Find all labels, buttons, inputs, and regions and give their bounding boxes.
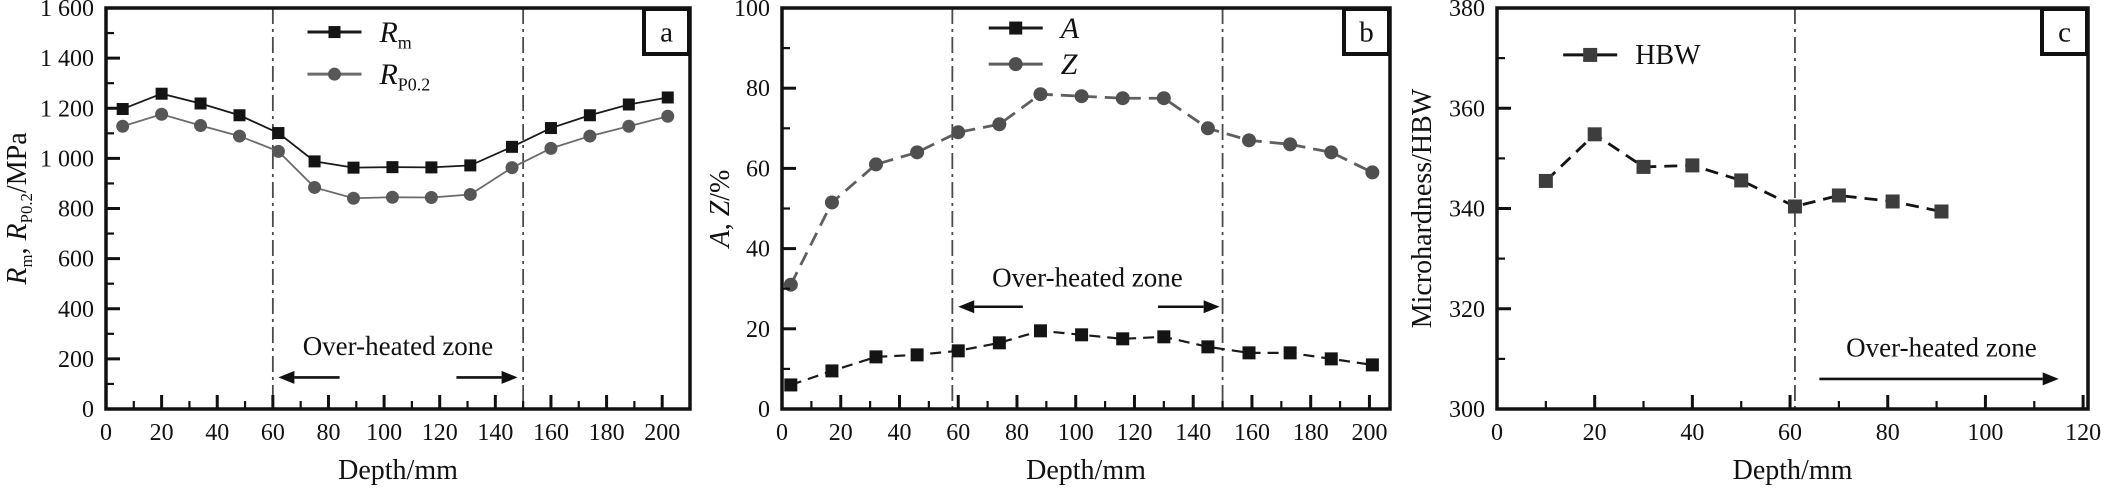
chart-b: Over-heated zone AZ 0 20 40 60 80 100 120 140 160 1… — [705, 0, 1392, 486]
svg-text:1 000: 1 000 — [40, 146, 94, 172]
series-RP0.2 — [116, 107, 675, 205]
svg-text:80: 80 — [1005, 420, 1029, 446]
svg-text:100: 100 — [1058, 420, 1094, 446]
svg-text:180: 180 — [1293, 420, 1329, 446]
svg-text:RP0.2: RP0.2 — [378, 58, 430, 95]
svg-text:60: 60 — [261, 420, 285, 446]
svg-text:Microhardness/HBW: Microhardness/HBW — [1407, 88, 1438, 328]
series-Z — [783, 87, 1380, 292]
svg-text:200: 200 — [1351, 420, 1387, 446]
axis-titles: Depth/mm Rm, RP0.2/MPa — [2, 132, 458, 486]
svg-text:180: 180 — [589, 420, 625, 446]
svg-text:Over-heated zone: Over-heated zone — [303, 331, 494, 361]
svg-text:340: 340 — [1449, 197, 1485, 223]
svg-text:A: A — [1059, 12, 1080, 45]
svg-text:1 600: 1 600 — [40, 0, 94, 22]
svg-text:0: 0 — [82, 397, 94, 423]
svg-text:A, Z/%: A, Z/% — [705, 170, 736, 250]
svg-text:800: 800 — [58, 197, 94, 223]
chart-c: Over-heated zone HBW 0 20 40 60 80 100 120 300 320… — [1407, 0, 2101, 486]
svg-text:80: 80 — [316, 420, 340, 446]
overheated-zone-annotation: Over-heated zone — [1819, 332, 2059, 386]
svg-text:Depth/mm: Depth/mm — [1026, 455, 1146, 486]
overheated-zone-annotation: Over-heated zone — [278, 331, 518, 384]
chart-panel-b: Over-heated zone A Z 0 20 40 60 80 100 120 140 160 1… — [702, 0, 1404, 493]
svg-text:300: 300 — [1449, 397, 1485, 423]
svg-text:120: 120 — [422, 420, 458, 446]
overheated-zone-annotation: Over-heated zone — [958, 263, 1220, 314]
svg-text:a: a — [660, 17, 673, 49]
panel-label-box: a — [642, 7, 691, 56]
zone-boundary-lines — [271, 8, 525, 409]
axes-ticks: 0 20 40 60 80 100 120 140 160 180 200 0 20 40 60 80 100 — [734, 0, 1387, 446]
svg-text:320: 320 — [1449, 297, 1485, 323]
svg-text:140: 140 — [477, 420, 513, 446]
legend: HBW — [1563, 40, 1701, 71]
svg-text:HBW: HBW — [1635, 40, 1701, 71]
svg-text:Over-heated zone: Over-heated zone — [1846, 332, 2037, 362]
chart-panel-a: Over-heated zone Rm RP0.2 0 20 40 60 80 100 120 14… — [0, 0, 702, 493]
svg-text:c: c — [2058, 17, 2071, 49]
svg-text:0: 0 — [100, 420, 112, 446]
svg-text:20: 20 — [829, 420, 853, 446]
series-Rm — [116, 87, 674, 174]
svg-text:40: 40 — [887, 420, 911, 446]
svg-text:120: 120 — [1116, 420, 1152, 446]
chart-panel-c: Over-heated zone HBW 0 20 40 60 80 100 120 300 320… — [1404, 0, 2106, 493]
svg-text:360: 360 — [1449, 96, 1485, 122]
svg-text:100: 100 — [1967, 420, 2003, 446]
svg-text:40: 40 — [746, 237, 770, 263]
panel-label-box: b — [1342, 7, 1391, 56]
svg-text:60: 60 — [1778, 420, 1802, 446]
zone-boundary-lines — [951, 8, 1224, 409]
svg-text:b: b — [1359, 17, 1374, 49]
axis-titles: Depth/mm Microhardness/HBW — [1407, 88, 1853, 486]
svg-text:40: 40 — [205, 420, 229, 446]
svg-text:80: 80 — [746, 76, 770, 102]
series-A — [784, 324, 1379, 392]
svg-text:80: 80 — [1876, 420, 1900, 446]
svg-text:100: 100 — [366, 420, 402, 446]
plot-frame — [780, 6, 1392, 411]
series-HBW — [1538, 127, 1949, 219]
panel-label-box: c — [2040, 7, 2089, 56]
svg-text:100: 100 — [734, 0, 770, 22]
svg-text:160: 160 — [533, 420, 569, 446]
svg-text:Rm: Rm — [378, 16, 411, 53]
svg-text:Z: Z — [1061, 48, 1078, 81]
svg-text:60: 60 — [946, 420, 970, 446]
svg-text:Over-heated zone: Over-heated zone — [992, 263, 1183, 293]
chart-a: Over-heated zone Rm RP0.2 0 20 40 60 80 100 120 14… — [2, 0, 692, 486]
svg-text:1 400: 1 400 — [40, 46, 94, 72]
svg-text:380: 380 — [1449, 0, 1485, 22]
legend: Rm RP0.2 — [307, 16, 430, 95]
axes-ticks: 0 20 40 60 80 100 120 300 320 340 360 380 — [1449, 0, 2101, 446]
svg-text:0: 0 — [776, 420, 788, 446]
svg-text:160: 160 — [1234, 420, 1270, 446]
axis-titles: Depth/mm A, Z/% — [705, 170, 1146, 486]
svg-text:Rm, RP0.2/MPa: Rm, RP0.2/MPa — [2, 132, 36, 286]
svg-text:1 200: 1 200 — [40, 96, 94, 122]
svg-text:400: 400 — [58, 297, 94, 323]
svg-text:Depth/mm: Depth/mm — [1733, 455, 1853, 486]
svg-text:0: 0 — [758, 397, 770, 423]
svg-text:140: 140 — [1175, 420, 1211, 446]
svg-text:200: 200 — [644, 420, 680, 446]
svg-text:40: 40 — [1680, 420, 1704, 446]
legend: AZ — [988, 12, 1080, 81]
svg-text:60: 60 — [746, 156, 770, 182]
svg-text:20: 20 — [150, 420, 174, 446]
svg-text:0: 0 — [1491, 420, 1503, 446]
svg-text:20: 20 — [746, 317, 770, 343]
svg-text:Depth/mm: Depth/mm — [338, 455, 458, 486]
svg-text:20: 20 — [1583, 420, 1607, 446]
svg-text:200: 200 — [58, 347, 94, 373]
svg-text:120: 120 — [2065, 420, 2101, 446]
axes-ticks: 0 20 40 60 80 100 120 140 160 180 200 0 200 400 600 800… — [40, 0, 680, 446]
svg-text:600: 600 — [58, 247, 94, 273]
